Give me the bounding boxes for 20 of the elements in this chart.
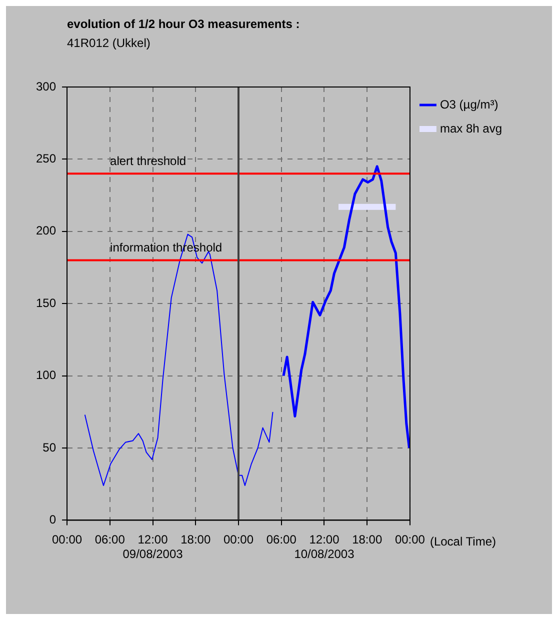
chart-title: evolution of 1/2 hour O3 measurements : bbox=[67, 17, 300, 31]
y-tick-label: 0 bbox=[49, 512, 56, 527]
y-tick-label: 250 bbox=[36, 152, 56, 166]
x-tick-label: 00:00 bbox=[223, 532, 254, 547]
y-tick-label: 200 bbox=[36, 224, 56, 238]
legend-label: max 8h avg bbox=[440, 121, 502, 136]
ref-line-label: alert threshold bbox=[110, 154, 186, 168]
y-tick-label: 300 bbox=[36, 79, 56, 94]
legend-label: O3 (µg/m³) bbox=[440, 97, 498, 112]
x-tick-label: 18:00 bbox=[352, 532, 382, 547]
x-tick-label: 06:00 bbox=[266, 532, 297, 547]
x-tick-label: 06:00 bbox=[94, 532, 126, 547]
x-tick-label: 00:00 bbox=[394, 532, 426, 547]
x-tick-label: 18:00 bbox=[180, 532, 211, 547]
x-axis-title: (Local Time) bbox=[430, 534, 496, 549]
y-tick-label: 100 bbox=[36, 368, 56, 382]
y-tick-label: 150 bbox=[36, 296, 56, 310]
chart-subtitle: 41R012 (Ukkel) bbox=[67, 36, 150, 50]
x-tick-label: 00:00 bbox=[52, 532, 82, 547]
y-tick-label: 50 bbox=[42, 440, 56, 454]
